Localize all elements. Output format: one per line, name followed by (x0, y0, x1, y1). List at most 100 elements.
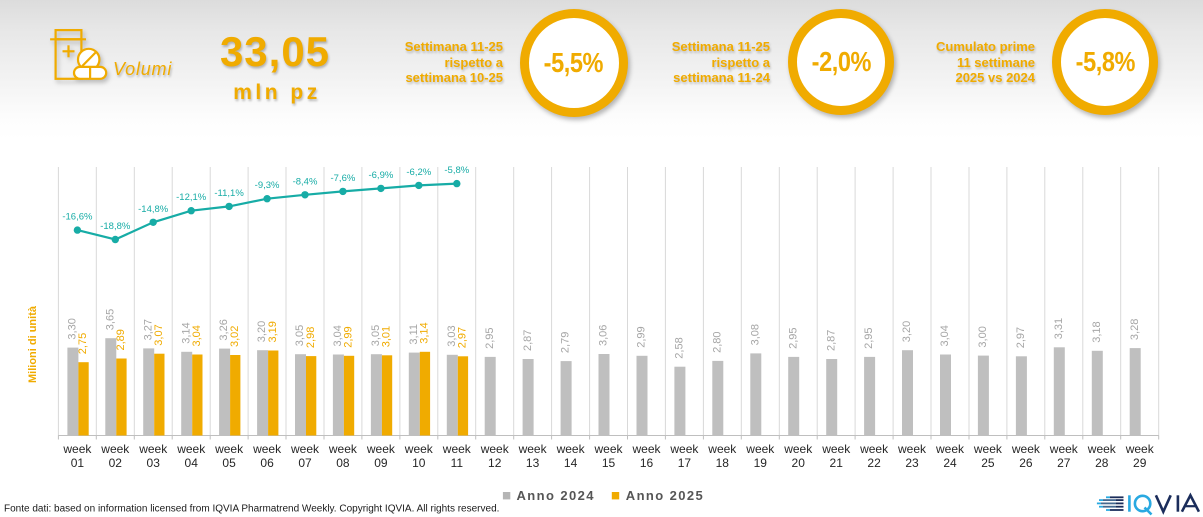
svg-text:2,58: 2,58 (674, 337, 686, 358)
svg-text:3,14: 3,14 (419, 322, 431, 343)
svg-text:-12,1%: -12,1% (176, 192, 207, 203)
svg-text:week: week (669, 442, 699, 456)
svg-text:19: 19 (754, 456, 768, 470)
svg-text:2,89: 2,89 (115, 329, 127, 350)
svg-text:2,87: 2,87 (522, 330, 534, 351)
svg-text:3,05: 3,05 (294, 325, 306, 346)
svg-text:week: week (745, 442, 775, 456)
svg-text:week: week (176, 442, 206, 456)
svg-text:week: week (404, 442, 434, 456)
svg-text:3,14: 3,14 (180, 322, 192, 343)
svg-text:-11,1%: -11,1% (214, 188, 244, 199)
svg-text:24: 24 (943, 456, 957, 470)
svg-text:07: 07 (298, 456, 312, 470)
svg-text:-7,6%: -7,6% (330, 173, 355, 184)
svg-text:13: 13 (526, 456, 540, 470)
svg-text:2,79: 2,79 (560, 332, 572, 353)
svg-text:2,95: 2,95 (863, 327, 875, 348)
svg-text:3,03: 3,03 (446, 325, 458, 346)
svg-text:week: week (1125, 442, 1155, 456)
svg-text:3,27: 3,27 (142, 319, 154, 340)
svg-text:week: week (859, 442, 889, 456)
svg-text:-6,2%: -6,2% (406, 167, 431, 178)
svg-text:3,26: 3,26 (218, 319, 230, 340)
svg-text:week: week (821, 442, 851, 456)
svg-text:-14,8%: -14,8% (138, 204, 169, 215)
svg-text:2,95: 2,95 (787, 327, 799, 348)
svg-text:3,02: 3,02 (229, 326, 241, 347)
svg-text:2,75: 2,75 (77, 333, 89, 354)
svg-text:week: week (366, 442, 396, 456)
svg-text:06: 06 (260, 456, 274, 470)
svg-text:-8,4%: -8,4% (293, 176, 318, 187)
svg-text:-16,6%: -16,6% (62, 212, 93, 223)
svg-text:week: week (897, 442, 927, 456)
svg-text:week: week (1087, 442, 1117, 456)
svg-text:20: 20 (792, 456, 806, 470)
svg-text:2,95: 2,95 (484, 327, 496, 348)
svg-text:11: 11 (451, 456, 464, 470)
svg-text:18: 18 (716, 456, 730, 470)
svg-text:3,31: 3,31 (1053, 318, 1065, 339)
svg-text:04: 04 (185, 456, 199, 470)
svg-text:-5,8%: -5,8% (444, 165, 469, 176)
svg-text:week: week (442, 442, 472, 456)
svg-text:3,04: 3,04 (191, 325, 203, 346)
svg-text:3,30: 3,30 (67, 318, 79, 339)
svg-text:3,65: 3,65 (104, 309, 116, 330)
svg-text:2,97: 2,97 (1015, 327, 1027, 348)
svg-text:3,00: 3,00 (977, 326, 989, 347)
svg-text:Fonte dati: based on informati: Fonte dati: based on information license… (4, 504, 499, 515)
svg-text:3,19: 3,19 (267, 321, 279, 342)
svg-text:17: 17 (678, 456, 692, 470)
svg-text:14: 14 (564, 456, 578, 470)
svg-text:2,99: 2,99 (343, 326, 355, 347)
svg-text:week: week (480, 442, 510, 456)
svg-text:26: 26 (1019, 456, 1033, 470)
svg-text:week: week (518, 442, 548, 456)
svg-text:week: week (631, 442, 661, 456)
svg-text:-9,3%: -9,3% (255, 180, 280, 191)
svg-text:3,11: 3,11 (408, 324, 420, 345)
svg-text:3,06: 3,06 (598, 325, 610, 346)
svg-text:Milioni di unità: Milioni di unità (27, 305, 39, 383)
svg-text:09: 09 (374, 456, 388, 470)
svg-text:25: 25 (981, 456, 995, 470)
svg-text:week: week (214, 442, 244, 456)
svg-text:week: week (1049, 442, 1079, 456)
svg-text:week: week (290, 442, 320, 456)
svg-text:2,97: 2,97 (457, 327, 469, 348)
svg-text:23: 23 (905, 456, 919, 470)
svg-text:3,07: 3,07 (153, 324, 165, 345)
svg-text:week: week (62, 442, 92, 456)
svg-text:week: week (252, 442, 282, 456)
svg-text:12: 12 (488, 456, 502, 470)
svg-text:29: 29 (1133, 456, 1147, 470)
svg-text:3,05: 3,05 (370, 325, 382, 346)
svg-text:16: 16 (640, 456, 654, 470)
svg-text:3,01: 3,01 (381, 326, 393, 347)
svg-text:week: week (783, 442, 813, 456)
svg-text:week: week (973, 442, 1003, 456)
svg-text:08: 08 (336, 456, 350, 470)
svg-text:03: 03 (147, 456, 161, 470)
svg-text:3,04: 3,04 (939, 325, 951, 346)
svg-text:Anno 2025: Anno 2025 (626, 488, 704, 503)
svg-text:28: 28 (1095, 456, 1109, 470)
svg-text:week: week (707, 442, 737, 456)
svg-text:02: 02 (109, 456, 123, 470)
svg-text:22: 22 (867, 456, 881, 470)
svg-text:week: week (328, 442, 358, 456)
svg-text:3,08: 3,08 (749, 324, 761, 345)
svg-text:21: 21 (830, 456, 844, 470)
svg-text:15: 15 (602, 456, 616, 470)
svg-text:3,04: 3,04 (332, 325, 344, 346)
svg-text:3,20: 3,20 (901, 321, 913, 342)
svg-text:-18,8%: -18,8% (100, 221, 131, 232)
svg-text:3,20: 3,20 (256, 321, 268, 342)
svg-text:01: 01 (71, 456, 85, 470)
svg-text:week: week (556, 442, 586, 456)
svg-text:27: 27 (1057, 456, 1071, 470)
svg-text:Anno 2024: Anno 2024 (517, 488, 595, 503)
svg-text:week: week (935, 442, 965, 456)
